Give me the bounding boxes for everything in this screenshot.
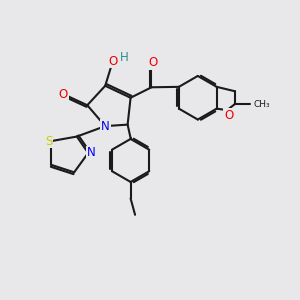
Text: CH₃: CH₃ xyxy=(254,100,270,109)
Text: N: N xyxy=(87,146,95,160)
Text: S: S xyxy=(45,135,52,148)
Text: N: N xyxy=(101,120,110,133)
Text: O: O xyxy=(109,55,118,68)
Text: O: O xyxy=(148,56,158,69)
Text: H: H xyxy=(120,51,129,64)
Text: O: O xyxy=(224,109,233,122)
Text: O: O xyxy=(59,88,68,101)
